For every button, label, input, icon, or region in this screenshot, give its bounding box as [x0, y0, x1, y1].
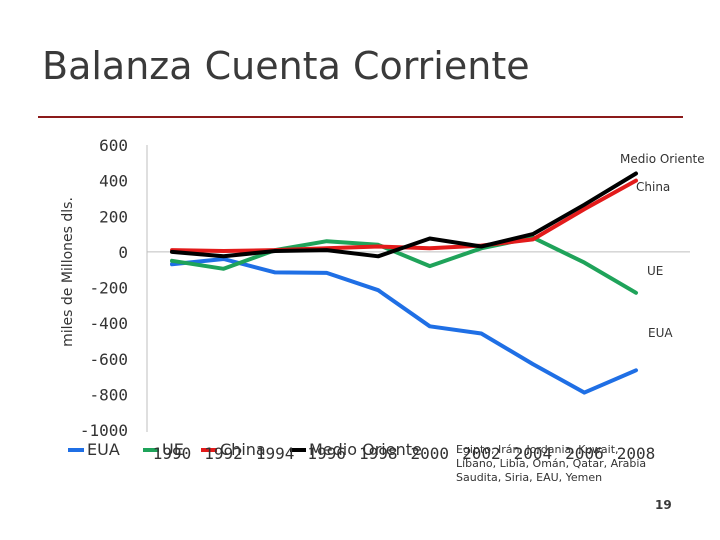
legend-label: EUA	[87, 440, 120, 459]
x-axis-ticks: 1990 1992 1994 1996 1998 2000 2002 2004 2006 2008	[153, 444, 656, 463]
series-end-label: UE	[647, 264, 663, 278]
y-axis-label: miles de Millones dls.	[60, 197, 76, 347]
y-tick-label: -200	[89, 279, 128, 298]
x-tick-label: 1998	[359, 444, 398, 463]
chart-series	[170, 171, 638, 395]
x-tick-label: 1990	[153, 444, 192, 463]
footnote-country-list: Egipto, Irán, Jordania, Kuwait, Líbano, …	[456, 443, 647, 484]
x-tick-label: 1994	[256, 444, 295, 463]
y-tick-label: -1000	[80, 421, 128, 440]
x-tick-label: 2002	[462, 444, 501, 463]
x-tick-label: 2006	[565, 444, 604, 463]
y-tick-label: -400	[89, 314, 128, 333]
legend-label: UE	[162, 440, 184, 459]
x-tick-label: 1996	[307, 444, 346, 463]
x-tick-label: 2000	[411, 444, 450, 463]
series-end-label: Medio Oriente	[620, 152, 705, 166]
y-tick-label: 600	[99, 136, 128, 155]
y-axis-ticks: 600 400 200 0 -200 -400 -600 -800 -1000	[80, 136, 128, 440]
series-line-ue	[170, 235, 638, 295]
series-end-labels: EUA UE China Medio Oriente	[620, 152, 705, 340]
series-line-medio-oriente	[170, 171, 638, 259]
legend-label: China	[220, 440, 266, 459]
y-tick-label: -600	[89, 350, 128, 369]
page-number: 19	[655, 498, 672, 512]
series-end-label: EUA	[648, 326, 673, 340]
x-tick-label: 2008	[617, 444, 656, 463]
chart-legend: EUA UE China Medio Oriente	[68, 440, 422, 459]
series-line-eua	[170, 257, 638, 395]
series-end-label: China	[636, 180, 670, 194]
y-tick-label: -800	[89, 385, 128, 404]
title-divider	[38, 116, 683, 118]
x-tick-label: 1992	[204, 444, 243, 463]
legend-label: Medio Oriente	[309, 440, 422, 459]
x-tick-label: 2004	[514, 444, 553, 463]
y-tick-label: 0	[118, 243, 128, 262]
slide-title: Balanza Cuenta Corriente	[42, 44, 530, 88]
y-tick-label: 200	[99, 207, 128, 226]
y-tick-label: 400	[99, 172, 128, 191]
